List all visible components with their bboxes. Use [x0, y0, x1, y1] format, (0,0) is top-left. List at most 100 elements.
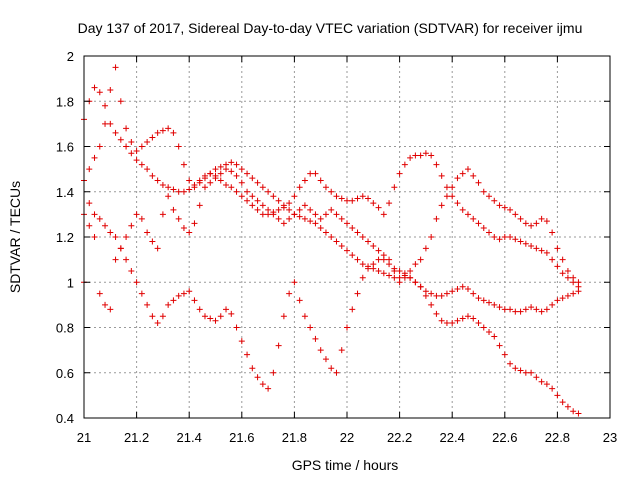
data-point [386, 200, 393, 207]
data-point [359, 261, 366, 268]
data-point [344, 197, 350, 204]
data-point [349, 306, 356, 313]
data-point [475, 319, 482, 326]
data-point [133, 279, 140, 286]
data-point [512, 211, 519, 218]
data-point [291, 211, 298, 218]
data-point [259, 381, 266, 388]
data-point [538, 215, 545, 222]
data-point [575, 279, 582, 286]
data-point [265, 385, 272, 392]
data-point [159, 313, 166, 320]
data-point [370, 200, 377, 207]
data-point [407, 154, 414, 161]
data-point [365, 238, 372, 245]
data-point [212, 317, 219, 324]
y-tick-label: 0.4 [56, 411, 74, 426]
y-tick-label: 1.6 [56, 140, 74, 155]
data-point [538, 308, 545, 315]
x-tick-label: 21.6 [229, 430, 254, 445]
data-point [217, 170, 224, 177]
data-point [564, 274, 571, 281]
data-point [238, 179, 245, 186]
data-point [154, 177, 161, 184]
data-point [144, 229, 151, 236]
data-point [301, 177, 308, 184]
data-point [570, 408, 577, 415]
data-point [249, 365, 256, 372]
data-point [396, 170, 403, 177]
data-point [433, 292, 440, 299]
data-point [270, 369, 277, 376]
data-point [228, 184, 235, 191]
data-point [201, 313, 208, 320]
data-point [196, 202, 203, 209]
data-point [275, 215, 282, 222]
data-point [491, 197, 498, 204]
data-point [459, 315, 466, 322]
data-point [96, 89, 103, 96]
data-point [270, 211, 277, 218]
data-point [354, 256, 361, 263]
data-point [154, 129, 161, 136]
data-point [286, 290, 293, 297]
data-point [175, 143, 182, 150]
data-point [217, 163, 224, 170]
data-point [559, 256, 566, 263]
y-tick-label: 0.8 [56, 321, 74, 336]
data-point [207, 179, 214, 186]
data-point [275, 206, 282, 213]
data-point [175, 292, 182, 299]
data-point [365, 265, 372, 272]
data-point [112, 256, 119, 263]
data-point [449, 184, 456, 191]
data-point [254, 206, 261, 213]
data-point [249, 175, 256, 182]
data-point [107, 306, 114, 313]
data-point [217, 177, 224, 184]
data-point [375, 256, 382, 263]
data-point [128, 150, 135, 157]
data-point [249, 202, 256, 209]
data-point [102, 120, 109, 127]
y-tick-label: 1 [67, 275, 74, 290]
series-trace-b [81, 64, 582, 290]
data-point [159, 127, 166, 134]
x-tick-label: 22.4 [440, 430, 465, 445]
data-point [201, 175, 208, 182]
data-point [317, 215, 324, 222]
data-point [470, 290, 477, 297]
data-point [301, 215, 308, 222]
data-point [438, 202, 445, 209]
data-point [259, 202, 266, 209]
data-point [165, 184, 172, 191]
x-tick-label: 23 [603, 430, 617, 445]
data-point [207, 170, 214, 177]
data-point [475, 179, 482, 186]
data-point [422, 292, 429, 299]
data-point [543, 306, 550, 313]
data-point [149, 238, 156, 245]
data-point [186, 288, 193, 295]
data-point [244, 170, 251, 177]
data-point [344, 324, 350, 331]
data-point [149, 134, 156, 141]
data-point [428, 234, 435, 240]
data-point [333, 369, 340, 376]
data-point [454, 317, 461, 324]
data-point [475, 220, 482, 227]
data-point [296, 213, 303, 220]
data-point [128, 138, 135, 145]
data-point [223, 166, 230, 173]
data-point [270, 193, 277, 200]
data-point [459, 170, 466, 177]
data-point [322, 211, 329, 218]
data-point [501, 306, 508, 313]
data-point [91, 84, 98, 91]
data-point [380, 256, 387, 263]
data-point [128, 222, 135, 229]
data-point [354, 290, 361, 297]
data-point [417, 152, 424, 159]
data-point [175, 215, 182, 222]
data-point [307, 170, 314, 177]
